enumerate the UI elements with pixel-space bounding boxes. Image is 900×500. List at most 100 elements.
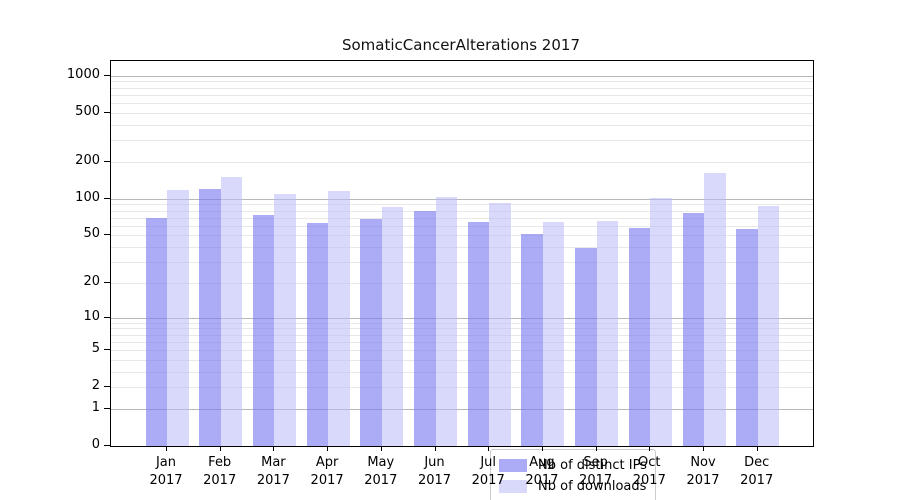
bar-downloads-jun xyxy=(435,196,457,446)
y-tick-50 xyxy=(104,234,110,236)
bar-downloads-sep xyxy=(596,220,619,446)
y-tick-label-50: 50 xyxy=(83,226,100,242)
gridline-minor-300 xyxy=(111,140,813,142)
bar-ips-mar xyxy=(252,214,275,446)
bar-downloads-aug xyxy=(542,222,565,446)
x-tick-label-dec: Dec 2017 xyxy=(729,454,785,490)
x-tick-label-jan: Jan 2017 xyxy=(138,454,194,490)
gridline-minor-30 xyxy=(111,262,813,263)
x-label-year: 2017 xyxy=(525,473,559,488)
x-tick-nov xyxy=(703,446,704,451)
y-tick-label-2: 2 xyxy=(91,378,100,394)
gridline-major-100 xyxy=(111,198,813,200)
gridline-minor-20 xyxy=(111,282,813,284)
bar-downloads-nov xyxy=(704,173,726,446)
x-tick-jan xyxy=(166,446,167,451)
bar-downloads-dec xyxy=(757,206,780,446)
x-label-year: 2017 xyxy=(579,473,613,488)
gridline-minor-5 xyxy=(111,350,813,351)
bar-ips-feb xyxy=(199,189,221,446)
gridline-minor-50 xyxy=(111,235,813,237)
x-label-year: 2017 xyxy=(686,473,720,488)
x-tick-dec xyxy=(756,446,758,451)
bar-ips-jan xyxy=(145,217,167,446)
gridline-minor-70 xyxy=(111,217,813,219)
y-tick-label-5: 5 xyxy=(91,341,100,356)
gridline-minor-3 xyxy=(111,371,813,373)
x-label-month: Jan xyxy=(155,455,177,470)
gridline-minor-400 xyxy=(111,124,813,126)
y-tick-1 xyxy=(104,407,110,409)
x-tick-aug xyxy=(541,446,543,451)
x-label-month: Dec xyxy=(744,455,770,470)
x-tick-label-oct: Oct 2017 xyxy=(621,454,677,490)
bar-downloads-feb xyxy=(220,177,243,446)
plot-area: Nb of distinct IPs Nb of downloads xyxy=(110,60,814,500)
gridline-minor-90 xyxy=(111,204,813,206)
bar-ips-aug xyxy=(521,234,543,446)
y-tick-label-0: 0 xyxy=(91,437,100,452)
legend-row-downloads: Nb of downloads xyxy=(499,476,647,497)
bar-ips-nov xyxy=(682,212,704,446)
x-tick-label-mar: Mar 2017 xyxy=(245,454,301,490)
y-tick-label-20: 20 xyxy=(83,273,100,289)
gridline-minor-8 xyxy=(111,328,813,330)
y-tick-0 xyxy=(104,445,110,446)
gridline-minor-2 xyxy=(111,387,813,389)
gridline-minor-40 xyxy=(111,247,813,248)
x-label-month: Feb xyxy=(208,455,232,470)
bar-downloads-jul xyxy=(489,202,511,446)
bar-ips-sep xyxy=(575,248,597,446)
x-tick-apr xyxy=(327,446,329,451)
x-tick-label-sep: Sep 2017 xyxy=(568,454,624,490)
chart-title: SomaticCancerAlterations 2017 xyxy=(341,36,580,54)
y-tick-label-500: 500 xyxy=(75,103,100,119)
x-label-month: May xyxy=(367,455,395,470)
gridline-major-1 xyxy=(111,408,813,410)
legend-label-distinct-ips: Nb of distinct IPs xyxy=(538,458,647,473)
x-tick-may xyxy=(380,446,382,451)
gridline-minor-700 xyxy=(111,94,813,96)
x-label-year: 2017 xyxy=(256,473,290,488)
bar-downloads-jan xyxy=(167,189,189,446)
y-tick-500 xyxy=(104,111,110,113)
x-tick-label-aug: Aug 2017 xyxy=(514,454,570,490)
x-tick-label-nov: Nov 2017 xyxy=(675,454,731,490)
x-label-month: Aug xyxy=(529,455,555,470)
gridline-minor-900 xyxy=(111,81,813,83)
y-tick-label-200: 200 xyxy=(75,152,100,168)
x-label-month: Jul xyxy=(480,455,497,470)
gridline-minor-80 xyxy=(111,210,813,212)
x-label-month: Oct xyxy=(638,455,661,470)
gridline-major-1000 xyxy=(111,75,813,77)
legend-swatch-downloads xyxy=(499,480,527,493)
bar-downloads-apr xyxy=(328,190,350,446)
legend-label-downloads: Nb of downloads xyxy=(538,479,647,494)
x-tick-oct xyxy=(649,446,651,451)
x-label-year: 2017 xyxy=(471,473,505,488)
x-label-year: 2017 xyxy=(149,473,183,488)
x-label-year: 2017 xyxy=(632,473,666,488)
legend: Nb of distinct IPs Nb of downloads xyxy=(490,449,656,500)
bar-ips-dec xyxy=(736,229,758,446)
x-tick-label-jun: Jun 2017 xyxy=(407,454,463,490)
bar-ips-apr xyxy=(306,223,329,446)
x-label-month: Jun xyxy=(424,455,445,470)
legend-swatch-distinct-ips xyxy=(499,459,527,472)
gridline-minor-6 xyxy=(111,341,813,343)
x-label-month: Apr xyxy=(315,455,339,470)
gridline-minor-800 xyxy=(111,87,813,89)
x-tick-jun xyxy=(434,446,436,451)
y-tick-10 xyxy=(104,316,110,318)
y-tick-label-1000: 1000 xyxy=(66,66,100,82)
x-tick-label-feb: Feb 2017 xyxy=(192,454,248,490)
y-tick-20 xyxy=(104,281,110,283)
gridline-minor-600 xyxy=(111,103,813,105)
legend-row-distinct-ips: Nb of distinct IPs xyxy=(499,455,647,476)
gridline-minor-9 xyxy=(111,322,813,324)
x-label-year: 2017 xyxy=(364,473,398,488)
bar-ips-jul xyxy=(467,221,490,446)
y-tick-1000 xyxy=(104,74,110,76)
x-label-year: 2017 xyxy=(417,473,452,488)
x-tick-jul xyxy=(488,446,490,451)
